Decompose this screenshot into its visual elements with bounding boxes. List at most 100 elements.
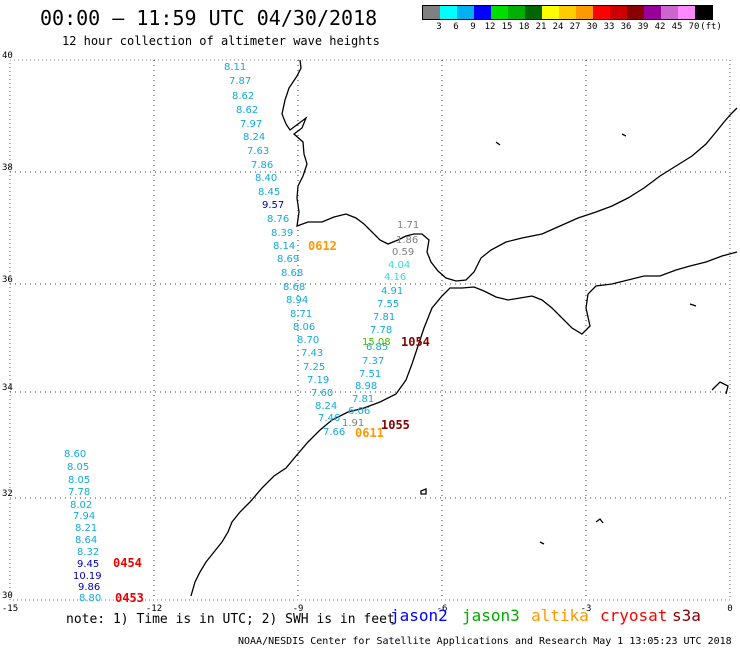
legend-swatch xyxy=(661,6,678,19)
wave-height-values: 8.11 7.87 8.62 8.62 7.97 8.24 7.63 7.86 8.40 8.45… xyxy=(64,62,419,604)
legend-swatch xyxy=(457,6,474,19)
wave-height-value: 7.63 xyxy=(247,146,269,157)
latitude-tick-label: 36 xyxy=(2,275,13,285)
legend-labels: 3 6 9 12 15 18 21 24 27 30 33 36 39 42 45 70 (ft) xyxy=(422,20,722,32)
legend-label: 36 xyxy=(620,22,632,32)
coastline-north-africa xyxy=(190,251,738,597)
legend-swatch xyxy=(627,6,644,19)
wave-height-value: 4.16 xyxy=(384,272,406,283)
wave-height-value: 7.25 xyxy=(303,362,325,373)
wave-height-value: 6.85 xyxy=(366,342,388,353)
legend-swatch xyxy=(644,6,661,19)
note-text: note: 1) Time is in UTC; 2) SWH is in fe… xyxy=(66,612,395,627)
satellite-cryosat: cryosat xyxy=(600,606,668,625)
legend-label: 70 xyxy=(688,22,700,32)
satellite-jason2: jason2 xyxy=(390,606,448,625)
wave-height-value: 7.78 xyxy=(68,487,90,498)
legend-swatch xyxy=(678,6,695,19)
wave-height-value: 8.39 xyxy=(271,228,293,239)
legend-label: 15 xyxy=(501,22,513,32)
wave-height-value: 8.71 xyxy=(290,309,312,320)
longitude-tick-label: -12 xyxy=(146,604,162,614)
wave-height-value: 10.19 xyxy=(73,571,102,582)
wave-height-value: 8.24 xyxy=(243,132,265,143)
wave-height-value: 8.69 xyxy=(277,254,299,265)
wave-height-value: 8.62 xyxy=(236,105,258,116)
satellite-altika: altika xyxy=(531,606,589,625)
legend-swatch xyxy=(423,6,440,19)
legend-swatch xyxy=(440,6,457,19)
small-island-2 xyxy=(539,541,545,545)
wave-height-value: 8.21 xyxy=(75,523,97,534)
legend-label: 27 xyxy=(569,22,581,32)
wave-height-value: 7.78 xyxy=(370,325,392,336)
satellite-jason3: jason3 xyxy=(462,606,520,625)
wave-height-value: 8.70 xyxy=(297,335,319,346)
map-title: 00:00 – 11:59 UTC 04/30/2018 xyxy=(40,6,378,30)
wave-height-value: 7.97 xyxy=(240,119,262,130)
wave-height-value: 8.64 xyxy=(75,535,97,546)
legend-swatches xyxy=(422,5,713,20)
wave-height-value: 7.81 xyxy=(352,394,374,405)
wave-height-value: 8.68 xyxy=(281,268,303,279)
small-island-5 xyxy=(621,133,627,137)
wave-height-value: 7.37 xyxy=(362,356,384,367)
wave-height-value: 8.32 xyxy=(77,547,99,558)
latitude-tick-label: 34 xyxy=(2,383,13,393)
legend-label: 9 xyxy=(470,22,476,32)
pass-time-label: 1055 xyxy=(381,418,410,432)
wave-height-value: 8.68 xyxy=(283,282,305,293)
wave-height-value: 1.86 xyxy=(396,235,418,246)
wave-height-value: 8.98 xyxy=(355,381,377,392)
wave-height-value: 8.05 xyxy=(67,462,89,473)
legend-label: 18 xyxy=(518,22,530,32)
axis-tick-labels: 40 38 36 34 32 30 -15 -12 -9 -6 -3 0 xyxy=(2,51,733,614)
legend-label: 42 xyxy=(654,22,666,32)
wave-height-value: 7.87 xyxy=(229,76,251,87)
wave-height-value: 1.91 xyxy=(342,418,364,429)
small-island-4 xyxy=(495,141,501,146)
wave-height-value: 8.06 xyxy=(293,322,315,333)
coastline-portugal xyxy=(281,59,738,282)
pass-time-label: 1054 xyxy=(401,335,430,349)
pass-time-label: 0453 xyxy=(115,591,144,605)
wave-height-value: 7.94 xyxy=(73,511,95,522)
small-island-3 xyxy=(689,303,697,307)
wave-height-value: 8.45 xyxy=(258,187,280,198)
wave-height-value: 0.59 xyxy=(392,247,414,258)
legend-swatch xyxy=(508,6,525,19)
wave-height-value: 8.80 xyxy=(79,593,101,604)
wave-height-value: 7.55 xyxy=(377,299,399,310)
wave-height-value: 7.43 xyxy=(301,348,323,359)
legend-swatch xyxy=(559,6,576,19)
wave-height-value: 7.60 xyxy=(311,388,333,399)
legend-label: 12 xyxy=(484,22,496,32)
wave-height-value: 7.81 xyxy=(373,312,395,323)
legend-label: 33 xyxy=(603,22,615,32)
map-subtitle: 12 hour collection of altimeter wave hei… xyxy=(62,34,380,48)
legend-swatch xyxy=(593,6,610,19)
pass-time-label: 0611 xyxy=(355,426,384,440)
legend-swatch xyxy=(491,6,508,19)
legend-swatch xyxy=(576,6,593,19)
wave-height-value: 7.19 xyxy=(307,375,329,386)
pass-time-label: 0454 xyxy=(113,556,142,570)
coastline xyxy=(190,59,738,597)
wave-height-value: 1.71 xyxy=(397,220,419,231)
legend-label: 45 xyxy=(671,22,683,32)
latitude-tick-label: 32 xyxy=(2,489,13,499)
longitude-tick-label: -6 xyxy=(437,604,448,614)
wave-height-value: 8.94 xyxy=(286,295,308,306)
map-frame xyxy=(9,59,731,601)
footer-credit: NOAA/NESDIS Center for Satellite Applica… xyxy=(238,636,732,647)
wave-height-value: 8.11 xyxy=(224,62,246,73)
satellite-s3a: s3a xyxy=(672,606,701,625)
wave-height-value: 8.62 xyxy=(232,91,254,102)
latitude-tick-label: 30 xyxy=(2,591,13,601)
pass-time-label: 0612 xyxy=(308,239,337,253)
latitude-tick-label: 40 xyxy=(2,51,13,61)
wave-height-value: 7.46 xyxy=(318,413,340,424)
coastline-sardinia-tip xyxy=(711,381,729,395)
legend-swatch xyxy=(474,6,491,19)
